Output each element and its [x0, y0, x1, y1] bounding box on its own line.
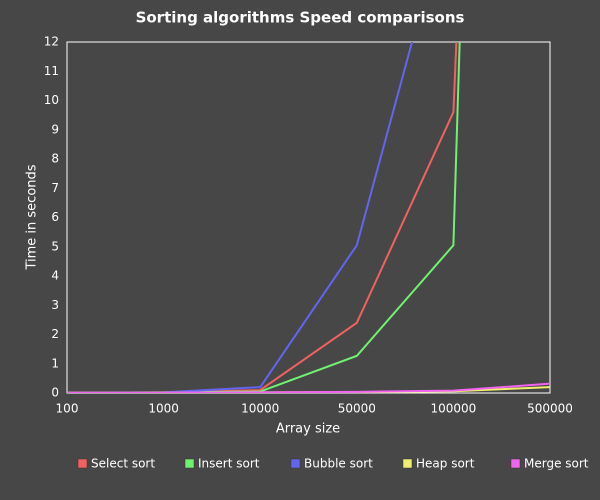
y-tick-label: 1 [51, 356, 59, 370]
series-line [67, 42, 414, 393]
y-axis-label: Time in seconds [25, 164, 40, 270]
legend-label: Select sort [91, 457, 155, 471]
y-tick-label: 12 [44, 35, 59, 49]
x-tick-label: 50000 [338, 402, 376, 416]
legend-label: Insert sort [198, 457, 260, 471]
legend-label: Bubble sort [304, 457, 373, 471]
x-axis-label: Array size [276, 422, 340, 437]
y-tick-label: 11 [44, 64, 59, 78]
x-tick-label: 500000 [527, 402, 573, 416]
y-tick-label: 2 [51, 327, 59, 341]
y-tick-label: 3 [51, 298, 59, 312]
y-tick-label: 0 [51, 386, 59, 400]
legend-label: Heap sort [416, 457, 475, 471]
legend-swatch [510, 458, 521, 469]
series-line [67, 42, 461, 393]
chart-title: Sorting algorithms Speed comparisons [136, 9, 465, 27]
legend-swatch [184, 458, 195, 469]
x-tick-label: 100000 [430, 402, 476, 416]
plot-border [66, 41, 551, 394]
y-tick-label: 4 [51, 269, 59, 283]
series-line [67, 42, 458, 393]
y-tick-label: 7 [51, 181, 59, 195]
y-tick-label: 5 [51, 239, 59, 253]
y-tick-label: 9 [51, 122, 59, 136]
lines [67, 42, 550, 393]
legend-swatch [77, 458, 88, 469]
x-tick-label: 10000 [241, 402, 279, 416]
legend-swatch [402, 458, 413, 469]
x-tick-label: 1000 [148, 402, 179, 416]
series-line [67, 382, 550, 393]
y-tick-label: 10 [44, 93, 59, 107]
legend-label: Merge sort [524, 457, 589, 471]
legend-swatch [290, 458, 301, 469]
y-tick-label: 8 [51, 152, 59, 166]
x-tick-label: 100 [56, 402, 79, 416]
y-tick-label: 6 [51, 210, 59, 224]
